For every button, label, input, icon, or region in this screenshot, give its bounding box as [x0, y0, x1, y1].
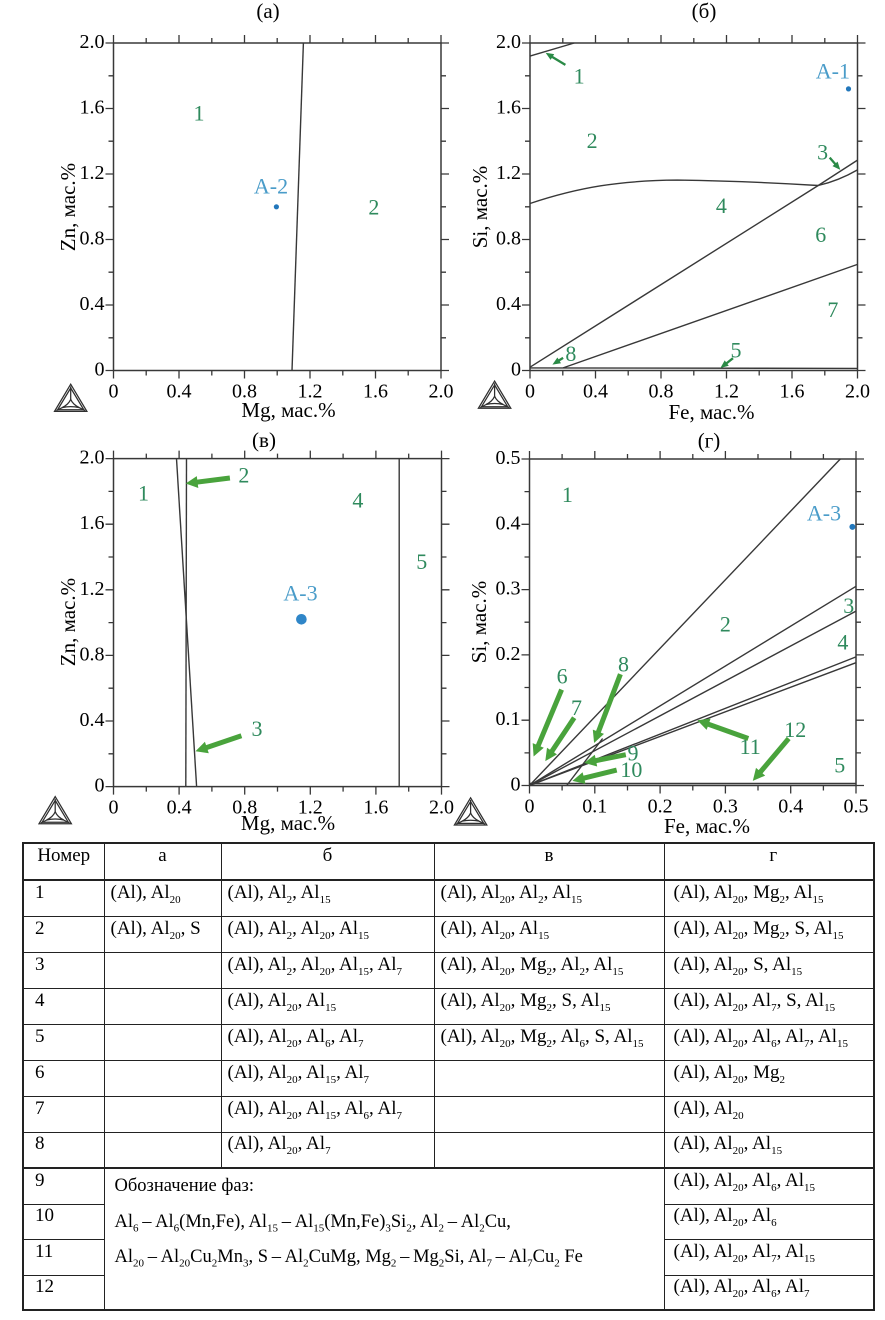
svg-text:2.0: 2.0: [496, 31, 521, 53]
svg-text:1.6: 1.6: [80, 512, 105, 534]
svg-text:2: 2: [720, 611, 731, 636]
svg-text:6: 6: [815, 222, 826, 247]
svg-text:А-1: А-1: [816, 59, 850, 84]
svg-text:4: 4: [352, 487, 363, 512]
svg-text:1.6: 1.6: [363, 797, 388, 819]
svg-text:1.2: 1.2: [80, 578, 105, 600]
svg-text:1.2: 1.2: [496, 162, 521, 184]
svg-text:Si, мас.%: Si, мас.%: [468, 166, 492, 249]
svg-text:0.4: 0.4: [583, 381, 608, 403]
svg-text:Mg, мас.%: Mg, мас.%: [241, 398, 335, 422]
svg-text:11: 11: [740, 734, 761, 759]
svg-text:2: 2: [238, 463, 249, 488]
svg-text:2.0: 2.0: [429, 381, 454, 403]
svg-text:3: 3: [843, 593, 854, 618]
svg-text:0.8: 0.8: [80, 228, 105, 250]
svg-text:Fe, мас.%: Fe, мас.%: [664, 814, 750, 838]
svg-text:0.5: 0.5: [844, 796, 869, 818]
svg-text:А-3: А-3: [807, 501, 841, 526]
svg-text:(а): (а): [256, 0, 279, 23]
svg-text:0.4: 0.4: [778, 796, 803, 818]
svg-text:1.6: 1.6: [496, 97, 521, 119]
svg-text:0.8: 0.8: [80, 643, 105, 665]
svg-text:0: 0: [511, 359, 521, 381]
svg-text:(г): (г): [698, 429, 721, 453]
svg-text:1.2: 1.2: [714, 381, 739, 403]
svg-text:6: 6: [557, 664, 568, 689]
svg-text:0: 0: [109, 381, 119, 403]
svg-text:2: 2: [368, 194, 379, 219]
svg-text:7: 7: [571, 695, 582, 720]
svg-text:0: 0: [109, 797, 119, 819]
svg-text:Zn, мас.%: Zn, мас.%: [56, 163, 80, 251]
svg-text:2.0: 2.0: [429, 797, 454, 819]
svg-text:8: 8: [618, 652, 629, 677]
svg-text:0.3: 0.3: [713, 796, 738, 818]
svg-text:0: 0: [95, 359, 105, 381]
svg-text:0.5: 0.5: [496, 447, 521, 469]
svg-text:1.6: 1.6: [780, 381, 805, 403]
svg-text:10: 10: [620, 757, 642, 782]
svg-text:0.2: 0.2: [648, 796, 673, 818]
svg-text:0.1: 0.1: [496, 708, 521, 730]
svg-text:1: 1: [194, 100, 205, 125]
svg-text:1.6: 1.6: [363, 381, 388, 403]
svg-text:1.6: 1.6: [80, 97, 105, 119]
svg-text:1.2: 1.2: [298, 381, 323, 403]
svg-text:0.1: 0.1: [582, 796, 607, 818]
svg-text:0.4: 0.4: [167, 381, 192, 403]
svg-text:3: 3: [817, 140, 828, 165]
svg-text:0: 0: [95, 775, 105, 797]
svg-text:0.8: 0.8: [232, 381, 257, 403]
svg-text:1: 1: [562, 482, 573, 507]
svg-text:4: 4: [716, 193, 727, 218]
svg-text:А-2: А-2: [254, 174, 288, 199]
svg-text:Zn, мас.%: Zn, мас.%: [56, 578, 80, 666]
svg-text:2.0: 2.0: [80, 31, 105, 53]
svg-text:8: 8: [565, 341, 576, 366]
svg-text:1: 1: [138, 481, 149, 506]
svg-text:(б): (б): [692, 0, 717, 23]
svg-text:9: 9: [628, 741, 639, 766]
svg-text:0.8: 0.8: [232, 797, 257, 819]
svg-text:(в): (в): [252, 428, 276, 452]
svg-text:5: 5: [834, 752, 845, 777]
svg-text:0: 0: [525, 381, 535, 403]
svg-text:7: 7: [827, 297, 838, 322]
svg-text:0.3: 0.3: [496, 578, 521, 600]
svg-text:0.8: 0.8: [496, 228, 521, 250]
svg-text:1.2: 1.2: [80, 162, 105, 184]
svg-text:1.2: 1.2: [298, 797, 323, 819]
svg-text:0.4: 0.4: [496, 512, 521, 534]
svg-text:0.4: 0.4: [80, 709, 105, 731]
svg-text:0.2: 0.2: [496, 643, 521, 665]
svg-text:0: 0: [525, 796, 535, 818]
svg-text:2.0: 2.0: [845, 381, 870, 403]
svg-text:12: 12: [784, 717, 806, 742]
svg-text:0.4: 0.4: [167, 797, 192, 819]
svg-text:1: 1: [574, 64, 585, 89]
svg-text:0.4: 0.4: [496, 293, 521, 315]
svg-text:А-3: А-3: [283, 580, 317, 605]
svg-text:Mg, мас.%: Mg, мас.%: [241, 811, 335, 835]
svg-text:Si, мас.%: Si, мас.%: [467, 581, 491, 664]
svg-text:0.8: 0.8: [649, 381, 674, 403]
svg-text:4: 4: [837, 630, 848, 655]
svg-text:0.4: 0.4: [80, 293, 105, 315]
svg-text:0: 0: [511, 774, 521, 796]
svg-text:5: 5: [416, 549, 427, 574]
svg-text:5: 5: [731, 338, 742, 363]
svg-text:3: 3: [252, 716, 263, 741]
svg-text:2: 2: [587, 128, 598, 153]
svg-text:Fe, мас.%: Fe, мас.%: [668, 400, 754, 424]
svg-text:2.0: 2.0: [80, 447, 105, 469]
